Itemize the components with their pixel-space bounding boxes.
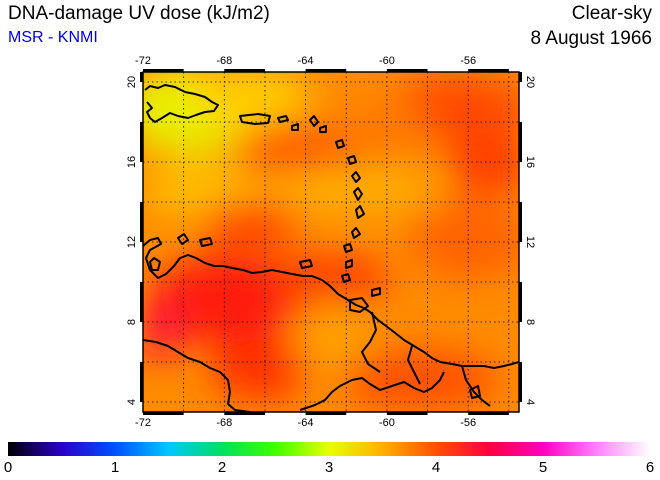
frame-bar-top bbox=[224, 69, 265, 72]
frame-bar-bottom bbox=[468, 412, 509, 415]
colorbar bbox=[8, 442, 650, 456]
puerto-rico-coast bbox=[239, 113, 271, 125]
lat-tick-label: 4 bbox=[524, 399, 536, 405]
lon-tick-label: -56 bbox=[460, 417, 476, 429]
uv-dose-field bbox=[143, 72, 519, 412]
hispaniola-coast bbox=[144, 84, 219, 123]
frame-bar-top bbox=[386, 69, 428, 72]
brazil-border bbox=[299, 371, 445, 411]
lat-tick-label: 16 bbox=[524, 156, 536, 168]
lat-ticks-left: 20 16 12 8 4 bbox=[126, 76, 138, 405]
lon-tick-label: -56 bbox=[460, 55, 476, 67]
date-label: 8 August 1966 bbox=[530, 28, 653, 49]
frame-bar-bottom bbox=[386, 412, 428, 415]
frame-bar-left bbox=[140, 282, 143, 322]
lat-tick-label: 8 bbox=[524, 319, 536, 325]
frame-bar-left bbox=[140, 122, 143, 162]
lat-tick-label: 12 bbox=[524, 236, 536, 248]
colorbar-tick-label: 5 bbox=[538, 459, 548, 476]
colorbar-tick-label: 3 bbox=[324, 459, 334, 476]
map-frame-bars bbox=[140, 69, 522, 415]
frame-bar-right bbox=[519, 72, 522, 82]
frame-bar-right bbox=[519, 282, 522, 322]
lon-tick-label: -72 bbox=[135, 417, 151, 429]
frame-bar-right bbox=[519, 122, 522, 162]
frame-bar-right bbox=[519, 362, 522, 402]
lon-tick-label: -72 bbox=[135, 55, 151, 67]
frame-bar-bottom bbox=[305, 412, 347, 415]
source-label: MSR - KNMI bbox=[8, 29, 98, 46]
windward-islands bbox=[341, 243, 353, 283]
colorbar-tick-label: 1 bbox=[110, 459, 120, 476]
frame-bar-right bbox=[519, 202, 522, 242]
lon-tick-label: -60 bbox=[379, 417, 395, 429]
french-guiana-border bbox=[461, 365, 491, 407]
lat-tick-label: 20 bbox=[126, 76, 138, 88]
sky-condition-label: Clear-sky bbox=[571, 3, 652, 24]
lon-ticks-bottom: -72 -68 -64 -60 -56 bbox=[135, 417, 476, 429]
tobago-coast bbox=[371, 287, 381, 297]
frame-bar-bottom bbox=[224, 412, 265, 415]
lat-tick-label: 12 bbox=[126, 236, 138, 248]
lon-tick-label: -68 bbox=[216, 417, 232, 429]
south-america-coast bbox=[143, 237, 519, 369]
lat-ticks-right: 20 16 12 8 4 bbox=[524, 76, 536, 405]
lon-tick-label: -68 bbox=[216, 55, 232, 67]
colorbar-tick-label: 4 bbox=[431, 459, 441, 476]
frame-bar-left bbox=[140, 202, 143, 242]
lesser-antilles-north bbox=[309, 115, 365, 239]
frame-bar-bottom bbox=[143, 412, 184, 415]
virgin-islands bbox=[277, 115, 299, 131]
lat-tick-label: 8 bbox=[126, 319, 138, 325]
margarita-coast bbox=[299, 259, 313, 269]
venezuela-border bbox=[143, 339, 251, 412]
aruba-coast bbox=[177, 233, 189, 245]
curacao-coast bbox=[199, 237, 213, 247]
frame-bar-top bbox=[143, 69, 184, 72]
lon-ticks-top: -72 -68 -64 -60 -56 bbox=[135, 55, 476, 67]
colorbar-tick-label: 6 bbox=[645, 459, 655, 476]
frame-bar-top bbox=[305, 69, 347, 72]
coastlines bbox=[143, 84, 519, 412]
lon-tick-label: -64 bbox=[298, 417, 314, 429]
lon-tick-label: -60 bbox=[379, 55, 395, 67]
frame-bar-left bbox=[140, 362, 143, 402]
lon-tick-label: -64 bbox=[298, 55, 314, 67]
maracaibo-lake bbox=[149, 257, 161, 271]
colorbar-tick-label: 2 bbox=[217, 459, 227, 476]
lat-tick-label: 20 bbox=[524, 76, 536, 88]
delta-islands bbox=[469, 385, 481, 399]
colorbar-tick-label: 0 bbox=[3, 459, 13, 476]
trinidad-coast bbox=[349, 297, 369, 313]
map-title: DNA-damage UV dose (kJ/m2) bbox=[8, 3, 270, 24]
lat-tick-label: 4 bbox=[126, 399, 138, 405]
frame-bar-left bbox=[140, 72, 143, 82]
uv-dose-map: -72 -68 -64 -60 -56 -72 -68 -64 -60 -56 20 16 12 8 4… bbox=[126, 55, 536, 429]
guyana-border bbox=[361, 311, 381, 373]
frame-bar-top bbox=[468, 69, 509, 72]
lat-tick-label: 16 bbox=[126, 156, 138, 168]
suriname-border bbox=[407, 345, 421, 385]
